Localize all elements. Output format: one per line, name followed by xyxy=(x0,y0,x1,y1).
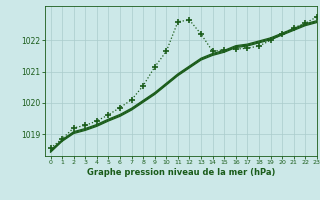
X-axis label: Graphe pression niveau de la mer (hPa): Graphe pression niveau de la mer (hPa) xyxy=(87,168,275,177)
